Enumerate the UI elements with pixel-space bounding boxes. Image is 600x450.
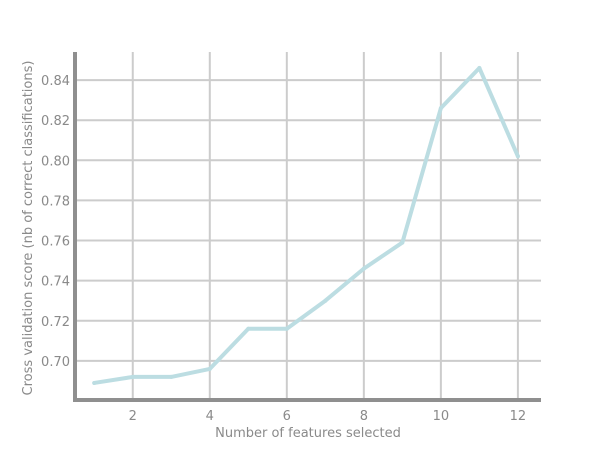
- data-point: [438, 106, 443, 111]
- x-tick-label: 10: [433, 409, 450, 424]
- ticks: 2 4 6 8 10 12 0.70 0.72 0.74 0.76 0.78 0.80 0.82 0.84: [41, 74, 526, 424]
- x-tick-label: 2: [129, 409, 137, 424]
- data-point: [207, 366, 212, 371]
- data-point: [477, 66, 482, 71]
- series: [92, 66, 520, 385]
- series-line: [92, 66, 520, 385]
- axes: [73, 52, 541, 402]
- data-point: [284, 326, 289, 331]
- data-point: [515, 154, 520, 159]
- data-point: [92, 380, 97, 385]
- y-tick-label: 0.70: [41, 355, 70, 370]
- y-tick-label: 0.82: [41, 114, 70, 129]
- y-tick-label: 0.76: [41, 235, 70, 250]
- x-tick-label: 4: [206, 409, 214, 424]
- x-tick-label: 6: [283, 409, 291, 424]
- y-axis-title: Cross validation score (nb of correct cl…: [21, 61, 36, 396]
- data-point: [130, 374, 135, 379]
- x-axis-title: Number of features selected: [215, 426, 401, 441]
- x-tick-label: 12: [510, 409, 527, 424]
- y-tick-label: 0.74: [41, 275, 70, 290]
- x-tick-label: 8: [360, 409, 368, 424]
- data-point: [400, 240, 405, 245]
- data-point: [323, 298, 328, 303]
- data-point: [246, 326, 251, 331]
- grid: [75, 52, 541, 400]
- y-tick-label: 0.78: [41, 194, 70, 209]
- y-tick-label: 0.84: [41, 74, 70, 89]
- data-point: [169, 374, 174, 379]
- y-tick-label: 0.72: [41, 315, 70, 330]
- y-tick-label: 0.80: [41, 154, 70, 169]
- data-point: [361, 266, 366, 271]
